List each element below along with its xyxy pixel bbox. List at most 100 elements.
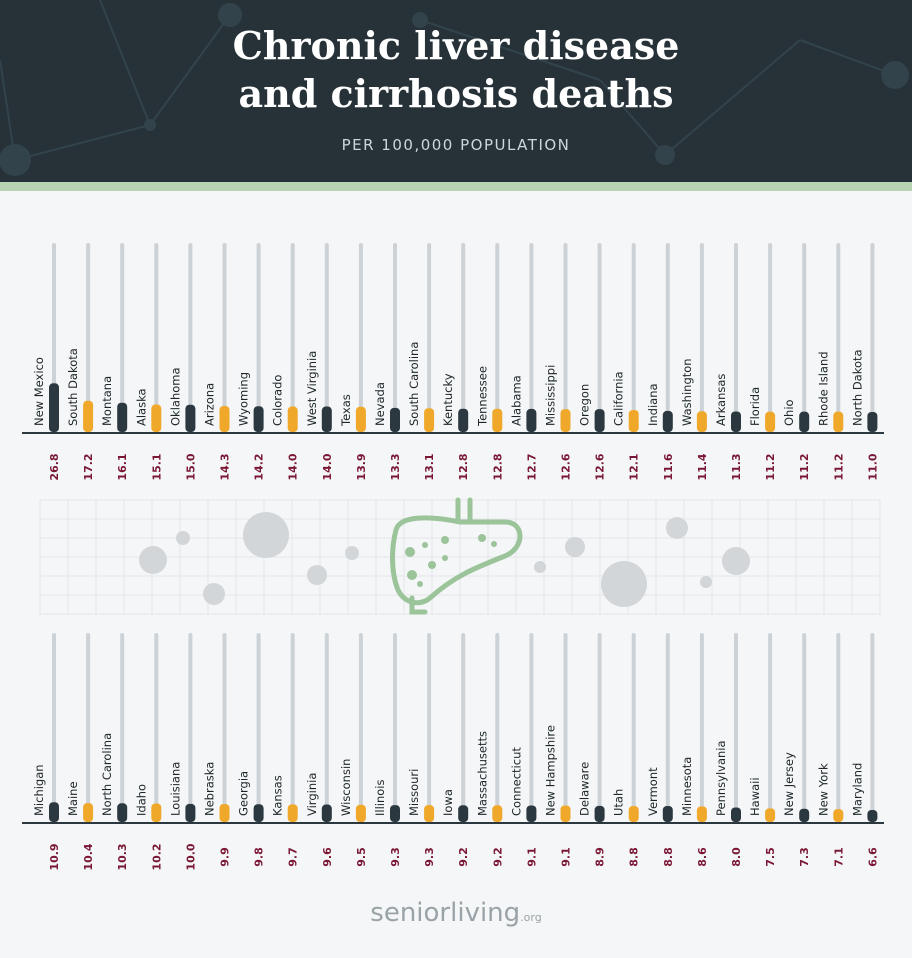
value-label: 9.2: [457, 847, 470, 867]
state-label: Mississippi: [544, 365, 558, 426]
header: Chronic liver disease and cirrhosis death…: [0, 0, 912, 182]
bar-track: [836, 633, 841, 822]
bar: [253, 406, 264, 432]
bar-track: [665, 243, 670, 432]
bar-track: [699, 243, 704, 432]
chart-subtitle: PER 100,000 POPULATION: [341, 136, 571, 154]
bar-track: [495, 633, 500, 822]
bar-track: [768, 633, 773, 822]
bar: [696, 411, 707, 432]
state-label: Alaska: [134, 388, 148, 426]
bar-track: [256, 243, 261, 432]
bar-track: [597, 633, 602, 822]
value-label: 9.1: [525, 847, 538, 867]
bar-track: [86, 633, 91, 822]
value-label: 9.5: [355, 847, 368, 867]
bar: [83, 803, 94, 822]
state-label: New Hampshire: [544, 725, 558, 816]
value-label: 9.8: [253, 847, 266, 867]
value-label: 15.1: [150, 453, 163, 480]
bar: [424, 805, 435, 822]
state-label: South Dakota: [66, 348, 80, 426]
bar-track: [699, 633, 704, 822]
state-label: New York: [816, 763, 830, 816]
bar: [355, 804, 366, 822]
bar-track: [290, 633, 295, 822]
bar-track: [222, 633, 227, 822]
value-label: 26.8: [48, 453, 61, 480]
bar: [253, 804, 264, 822]
state-label: Montana: [100, 376, 114, 426]
bar: [151, 803, 162, 822]
bar-track: [393, 243, 397, 432]
bar-track: [427, 243, 432, 432]
bar: [731, 411, 741, 432]
bar-track: [256, 633, 261, 822]
bar: [390, 407, 400, 432]
value-label: 8.8: [662, 847, 675, 867]
bar: [696, 806, 707, 822]
value-label: 11.0: [866, 453, 879, 480]
state-label: Idaho: [134, 784, 148, 816]
bar-track: [734, 633, 738, 822]
value-label: 11.4: [696, 453, 709, 480]
state-label: New Mexico: [32, 357, 46, 426]
bar: [49, 802, 59, 822]
state-label: New Jersey: [782, 752, 796, 816]
state-label: Pennsylvania: [714, 740, 728, 816]
value-label: 10.0: [184, 843, 197, 870]
state-label: Arkansas: [714, 374, 728, 426]
value-label: 12.8: [457, 453, 470, 480]
bar-track: [529, 633, 534, 822]
bar-track: [631, 633, 636, 822]
state-label: Connecticut: [509, 747, 523, 816]
value-label: 11.2: [798, 453, 811, 480]
state-label: Illinois: [373, 780, 387, 817]
bar-track: [768, 243, 773, 432]
state-label: Florida: [748, 387, 762, 426]
bar-track: [393, 633, 397, 822]
state-label: Alabama: [509, 375, 523, 426]
state-label: Oregon: [578, 384, 592, 426]
bar: [219, 804, 230, 822]
bar: [117, 803, 128, 822]
bar-track: [597, 243, 602, 432]
bar-track: [631, 243, 636, 432]
bar: [287, 804, 298, 822]
bar: [390, 805, 400, 822]
state-label: Wyoming: [237, 372, 251, 426]
bar: [151, 404, 162, 432]
bar: [662, 410, 673, 432]
state-label: Rhode Island: [816, 351, 830, 426]
state-label: Michigan: [32, 764, 46, 816]
state-label: Wisconsin: [339, 759, 353, 816]
state-label: North Dakota: [850, 349, 864, 426]
state-label: Georgia: [237, 771, 251, 816]
state-label: Iowa: [441, 789, 455, 816]
bar: [867, 810, 878, 822]
bar-track: [802, 633, 807, 822]
state-label: Oklahoma: [168, 367, 182, 426]
bar-track: [358, 633, 363, 822]
value-label: 11.6: [662, 453, 675, 480]
bar-track: [665, 633, 670, 822]
value-label: 12.6: [560, 453, 573, 480]
bar: [83, 400, 94, 432]
bar-track: [154, 243, 159, 432]
value-label: 13.3: [389, 453, 402, 480]
bar: [765, 411, 776, 432]
bar-track: [461, 633, 466, 822]
state-label: Nevada: [373, 382, 387, 426]
bubbles-decoration: [139, 512, 750, 607]
bar: [560, 409, 571, 432]
bar-track: [802, 243, 807, 432]
bar-track: [188, 243, 193, 432]
state-label: Utah: [612, 789, 626, 816]
state-label: Massachusetts: [475, 731, 489, 816]
state-label: Louisiana: [168, 762, 182, 816]
bar-track: [563, 243, 568, 432]
value-label: 6.6: [866, 847, 879, 867]
seniorliving-logo: seniorliving.org: [370, 898, 542, 928]
state-label: Texas: [339, 394, 353, 427]
